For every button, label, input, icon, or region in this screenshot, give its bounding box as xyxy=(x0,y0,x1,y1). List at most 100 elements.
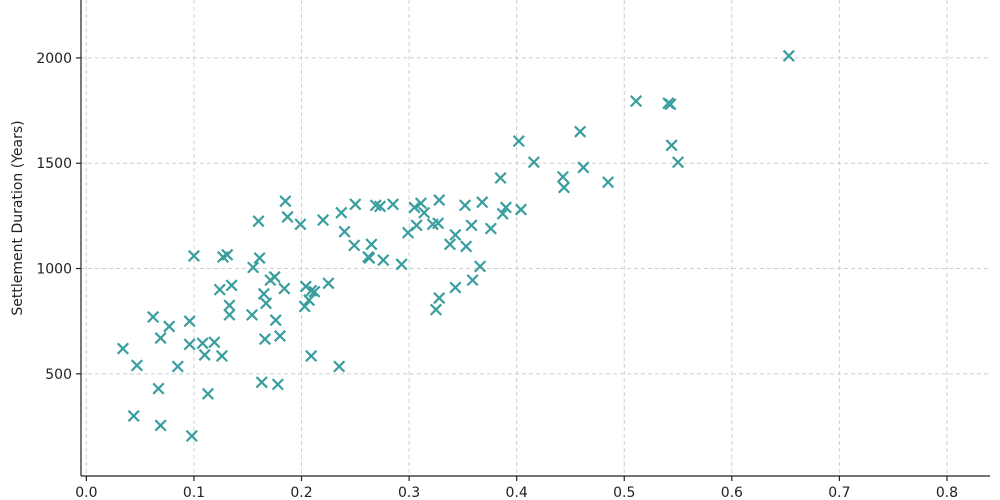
data-point xyxy=(147,310,160,324)
data-point xyxy=(278,282,291,295)
data-point xyxy=(433,194,446,207)
data-point xyxy=(410,219,423,232)
data-point xyxy=(465,219,478,232)
y-axis-title: Settlement Duration (Years) xyxy=(10,120,26,315)
x-tick-label: 0.1 xyxy=(183,485,205,500)
data-point xyxy=(630,95,643,108)
data-point xyxy=(223,308,236,321)
data-point xyxy=(514,203,528,216)
data-point xyxy=(665,139,678,152)
data-point xyxy=(213,283,226,296)
data-point xyxy=(496,207,509,220)
data-point xyxy=(338,225,351,238)
x-tick-label: 0.4 xyxy=(506,485,528,500)
data-point xyxy=(476,196,489,209)
data-point xyxy=(163,320,176,333)
y-tick-label: 1500 xyxy=(36,156,72,172)
data-point xyxy=(208,336,221,349)
data-point xyxy=(305,349,318,363)
data-point xyxy=(259,297,273,310)
data-point xyxy=(512,135,525,148)
data-point xyxy=(171,360,184,373)
data-point xyxy=(305,284,318,297)
data-point xyxy=(365,238,378,251)
data-point xyxy=(223,299,236,312)
data-point xyxy=(269,314,282,327)
data-point xyxy=(474,260,487,273)
data-point xyxy=(281,210,294,223)
data-point xyxy=(348,239,361,252)
data-point xyxy=(408,201,421,214)
y-ticks: 500 1000 1500 2000 xyxy=(36,51,81,383)
x-tick-label: 0.2 xyxy=(290,485,312,500)
data-point xyxy=(303,294,316,307)
data-point xyxy=(484,222,497,235)
x-tick-label: 0.6 xyxy=(721,485,743,500)
data-point xyxy=(154,331,167,345)
data-point xyxy=(466,274,479,287)
data-point xyxy=(271,378,284,391)
data-point xyxy=(221,248,234,261)
x-tick-label: 0.8 xyxy=(936,485,958,500)
data-point xyxy=(183,315,196,328)
data-point xyxy=(556,170,569,183)
x-ticks: 0.0 0.1 0.2 0.3 0.4 0.5 0.6 0.7 0.8 xyxy=(75,476,958,500)
data-point xyxy=(294,218,307,231)
data-point xyxy=(664,98,677,111)
data-point xyxy=(443,238,457,251)
data-point xyxy=(349,198,362,211)
data-points xyxy=(116,49,795,443)
data-point xyxy=(386,198,400,211)
data-point xyxy=(152,382,165,395)
data-point xyxy=(215,349,228,363)
data-point xyxy=(196,337,209,350)
data-point xyxy=(201,387,214,400)
data-point xyxy=(268,270,281,284)
data-point xyxy=(577,161,590,174)
data-point xyxy=(298,300,311,313)
data-point xyxy=(245,308,259,321)
data-point xyxy=(116,342,130,355)
data-point xyxy=(247,261,260,274)
y-tick-label: 2000 xyxy=(36,51,72,67)
data-point xyxy=(322,277,335,290)
axes xyxy=(80,0,990,477)
data-point xyxy=(414,197,427,210)
data-point xyxy=(187,249,201,262)
data-point xyxy=(255,376,268,389)
data-point xyxy=(418,206,431,219)
data-point xyxy=(574,125,587,138)
data-point xyxy=(432,217,445,230)
y-tick-label: 1000 xyxy=(36,262,72,278)
data-point xyxy=(253,251,266,265)
data-point xyxy=(602,176,615,189)
y-tick-label: 500 xyxy=(45,367,72,383)
data-point xyxy=(154,419,167,432)
data-point xyxy=(429,303,443,316)
data-point xyxy=(395,258,408,271)
data-point xyxy=(527,156,540,169)
data-point xyxy=(130,359,143,372)
x-tick-label: 0.0 xyxy=(75,485,97,500)
data-point xyxy=(449,228,462,241)
data-point xyxy=(363,251,376,265)
data-point xyxy=(257,287,270,300)
x-tick-label: 0.3 xyxy=(398,485,420,500)
data-point xyxy=(252,215,265,228)
data-point xyxy=(671,156,685,169)
data-point xyxy=(494,171,507,185)
data-point xyxy=(333,360,346,373)
data-point xyxy=(198,348,211,361)
data-point xyxy=(377,254,390,267)
data-point xyxy=(557,181,571,194)
x-tick-label: 0.7 xyxy=(828,485,850,500)
data-point xyxy=(279,195,292,208)
data-point xyxy=(316,214,330,227)
data-point xyxy=(782,49,795,62)
data-point xyxy=(225,279,238,292)
data-point xyxy=(458,199,472,212)
data-point xyxy=(373,200,387,213)
data-point xyxy=(449,281,462,294)
x-tick-label: 0.5 xyxy=(613,485,635,500)
